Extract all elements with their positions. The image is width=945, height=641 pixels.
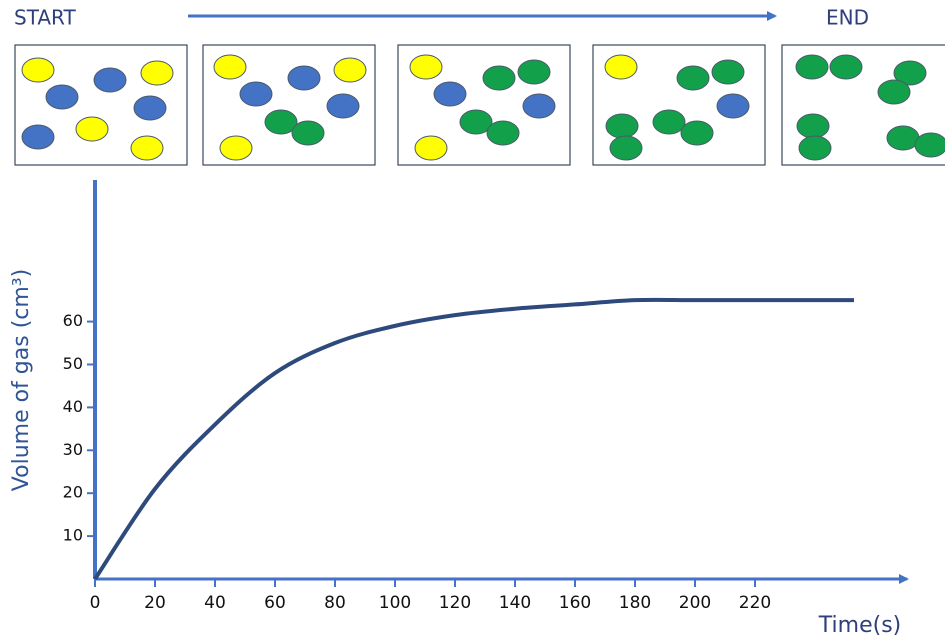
particle xyxy=(606,114,638,138)
particle xyxy=(677,66,709,90)
particle xyxy=(830,55,862,79)
particle xyxy=(717,94,749,118)
particle xyxy=(799,136,831,160)
particle xyxy=(712,60,744,84)
particle xyxy=(415,136,447,160)
y-tick-label: 50 xyxy=(63,354,83,373)
x-tick-label: 60 xyxy=(264,593,286,613)
y-axis-label: Volume of gas (cm³) xyxy=(9,269,34,491)
chart: START END Volume of gas (cm³) Time(s) 10… xyxy=(0,0,945,641)
end-label: END xyxy=(826,6,869,30)
x-axis-label: Time(s) xyxy=(818,613,901,638)
y-tick-label: 40 xyxy=(63,397,83,416)
x-tick-label: 180 xyxy=(619,593,651,613)
particle xyxy=(134,96,166,120)
particle xyxy=(240,82,272,106)
particle xyxy=(220,136,252,160)
particle xyxy=(410,55,442,79)
particle xyxy=(141,61,173,85)
particle xyxy=(610,136,642,160)
x-tick-label: 140 xyxy=(499,593,531,613)
particle xyxy=(22,58,54,82)
particle xyxy=(887,126,919,150)
particle xyxy=(797,114,829,138)
particle xyxy=(518,60,550,84)
y-tick-label: 30 xyxy=(63,440,83,459)
start-label: START xyxy=(14,6,76,30)
particle xyxy=(292,121,324,145)
x-tick-label: 40 xyxy=(204,593,226,613)
x-tick-label: 200 xyxy=(679,593,711,613)
particle xyxy=(487,121,519,145)
particle xyxy=(131,136,163,160)
x-tick-label: 120 xyxy=(439,593,471,613)
particle xyxy=(214,55,246,79)
particle xyxy=(327,94,359,118)
particle xyxy=(523,94,555,118)
particle xyxy=(653,110,685,134)
particle xyxy=(94,68,126,92)
particle xyxy=(796,55,828,79)
y-tick-label: 20 xyxy=(63,483,83,502)
x-tick-label: 100 xyxy=(379,593,411,613)
particle-boxes xyxy=(15,45,945,165)
particle xyxy=(434,82,466,106)
x-tick-label: 20 xyxy=(144,593,166,613)
data-line xyxy=(95,300,854,579)
particle xyxy=(334,58,366,82)
y-tick-label: 10 xyxy=(63,526,83,545)
particle xyxy=(681,121,713,145)
particle xyxy=(22,125,54,149)
particle xyxy=(605,55,637,79)
particle xyxy=(483,66,515,90)
x-tick-label: 160 xyxy=(559,593,591,613)
x-tick-label: 80 xyxy=(324,593,346,613)
particle xyxy=(76,117,108,141)
particle xyxy=(288,66,320,90)
particle xyxy=(915,133,945,157)
x-tick-label: 0 xyxy=(90,593,101,613)
particle xyxy=(878,80,910,104)
y-tick-label: 60 xyxy=(63,311,83,330)
particle xyxy=(46,85,78,109)
x-tick-label: 220 xyxy=(739,593,771,613)
